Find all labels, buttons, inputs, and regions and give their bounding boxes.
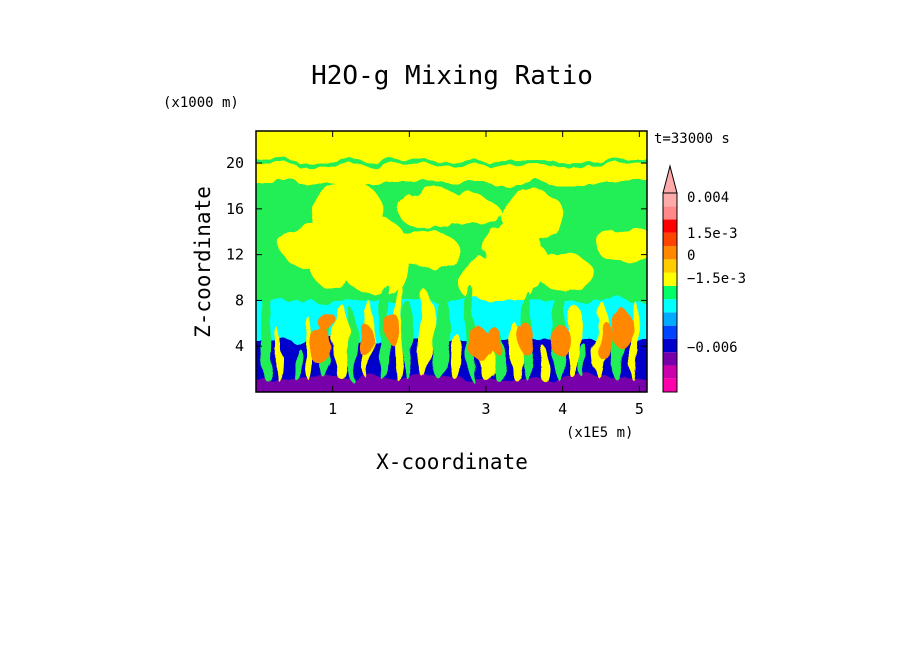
field-plume-core bbox=[358, 324, 373, 358]
time-label: t=33000 s bbox=[654, 131, 730, 147]
field-plume bbox=[629, 299, 638, 381]
colorbar-swatch bbox=[663, 232, 677, 247]
y-tick-label: 12 bbox=[226, 246, 244, 264]
y-tick-label: 4 bbox=[235, 337, 244, 355]
colorbar-swatch bbox=[663, 312, 677, 326]
field-plume-core bbox=[598, 320, 612, 362]
y-ticks: 4 8 12 16 20 bbox=[226, 154, 647, 355]
colorbar-label: 0 bbox=[687, 248, 695, 264]
colorbar-swatch bbox=[663, 285, 677, 300]
y-axis-label: Z-coordinate bbox=[191, 186, 215, 338]
colorbar-swatch bbox=[663, 325, 677, 339]
field-plume bbox=[261, 281, 272, 381]
chart-title: H2O-g Mixing Ratio bbox=[311, 61, 593, 91]
field-plume-core bbox=[519, 324, 535, 356]
field-blob bbox=[507, 241, 551, 290]
y-tick-label: 8 bbox=[235, 291, 244, 309]
x-ticks: 1 2 3 4 5 bbox=[328, 131, 644, 418]
y-tick-label: 16 bbox=[226, 200, 244, 218]
colorbar-swatch bbox=[663, 365, 677, 379]
field-plume bbox=[432, 291, 449, 381]
field-plume bbox=[538, 345, 548, 381]
field-blob bbox=[391, 232, 461, 267]
colorbar-swatch bbox=[663, 259, 677, 273]
field-plume bbox=[450, 333, 462, 381]
field-blob bbox=[437, 196, 500, 227]
colorbar-swatch bbox=[663, 193, 677, 207]
field-plume-core bbox=[468, 329, 492, 360]
field-plume bbox=[345, 308, 357, 381]
field-plume bbox=[568, 305, 583, 381]
y-scale-label: (x1000 m) bbox=[163, 95, 239, 111]
field-plume-core bbox=[309, 329, 335, 367]
colorbar-label: 1.5e-3 bbox=[687, 226, 738, 242]
colorbar-swatch bbox=[663, 206, 677, 220]
field-plume-core bbox=[383, 313, 401, 343]
colorbar: 0.004 1.5e-3 0 −1.5e-3 −0.006 bbox=[662, 164, 746, 393]
colorbar-swatch bbox=[663, 219, 677, 233]
plot-frame bbox=[255, 130, 648, 393]
field-plume-core bbox=[551, 325, 571, 357]
x-scale-label: (x1E5 m) bbox=[566, 425, 633, 441]
colorbar-swatch bbox=[663, 352, 677, 366]
colorbar-label: −0.006 bbox=[687, 340, 738, 356]
field-band-surface bbox=[256, 378, 647, 392]
field-plume bbox=[335, 304, 349, 381]
field-blob bbox=[308, 232, 351, 287]
x-tick-label: 3 bbox=[481, 400, 490, 418]
contour-field bbox=[256, 131, 647, 392]
y-tick-label: 20 bbox=[226, 154, 244, 172]
field-blob bbox=[499, 191, 564, 236]
field-plume bbox=[292, 345, 302, 381]
colorbar-label: 0.004 bbox=[687, 190, 729, 206]
field-blob bbox=[596, 227, 647, 265]
field-plume bbox=[419, 290, 433, 381]
field-plume bbox=[274, 328, 283, 381]
field-blob bbox=[336, 217, 412, 294]
colorbar-swatch bbox=[663, 338, 677, 353]
colorbar-swatch bbox=[663, 378, 677, 392]
colorbar-swatch bbox=[663, 299, 677, 313]
field-plume-core bbox=[318, 311, 336, 332]
field-plume bbox=[304, 317, 314, 381]
field-plume bbox=[379, 280, 388, 381]
x-tick-label: 5 bbox=[635, 400, 644, 418]
colorbar-label: −1.5e-3 bbox=[687, 271, 746, 287]
x-axis-label: X-coordinate bbox=[376, 450, 528, 474]
x-tick-label: 2 bbox=[405, 400, 414, 418]
x-tick-label: 1 bbox=[328, 400, 337, 418]
field-band-stripe bbox=[256, 159, 647, 164]
colorbar-frame bbox=[662, 192, 678, 393]
colorbar-swatch bbox=[663, 272, 677, 286]
x-tick-label: 4 bbox=[558, 400, 567, 418]
field-band-upper bbox=[256, 131, 647, 183]
field-plume-core bbox=[610, 307, 632, 348]
field-plume bbox=[581, 345, 591, 381]
field-plume-core bbox=[486, 326, 501, 351]
colorbar-arrow bbox=[662, 164, 678, 194]
colorbar-swatch bbox=[663, 246, 677, 260]
field-plume bbox=[403, 302, 416, 381]
